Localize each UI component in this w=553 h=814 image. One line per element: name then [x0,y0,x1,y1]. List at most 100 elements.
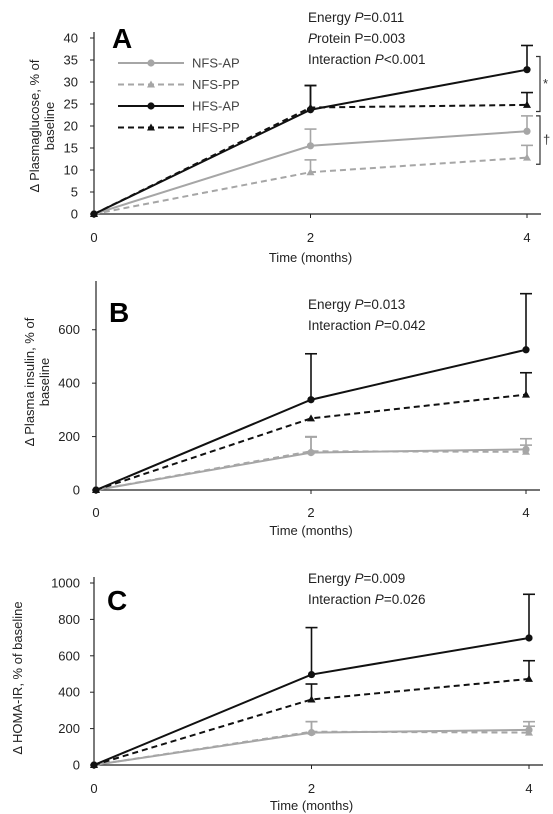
data-point [522,390,530,398]
x-tick-label: 0 [90,781,97,796]
legend-marker [147,123,155,131]
significance-bracket [536,115,541,165]
panel-b-insulin: 0 200 400 600 0 2 4 Time (months) Δ Plasma insul… [22,281,540,538]
series-hfs-pp [90,659,535,768]
y-tick-label: 600 [58,322,80,337]
y-tick-label: 400 [58,685,80,700]
legend-item-hfs-pp: HFS-PP [118,120,240,135]
series-line [93,730,530,766]
legend-marker [147,59,155,67]
significance-bracket [536,55,541,113]
data-point [307,414,315,422]
series-nfs-ap [92,436,532,494]
x-tick-label: 0 [92,505,99,520]
data-point [306,103,315,111]
y-tick-label: 200 [58,429,80,444]
x-tick-label: 2 [307,230,314,245]
panel-label: B [109,297,129,328]
series-line [93,677,530,766]
y-tick-label: 35 [64,53,78,68]
data-point [307,695,316,703]
y-tick-label: 200 [58,721,80,736]
significance-marker: † [543,132,550,147]
stat-annotation: Energy P=0.011 [308,10,404,25]
y-tick-label: 0 [73,483,80,498]
series-hfs-pp [90,84,533,217]
data-point [90,210,98,217]
x-axis-label: Time (months) [269,523,352,538]
x-axis-label: Time (months) [269,250,352,265]
legend-label: NFS-AP [192,56,240,71]
series-line [95,393,527,491]
series-hfs-ap [90,593,535,769]
series-line [95,450,527,491]
legend-label: NFS-PP [192,77,240,92]
y-axis-label: Δ Plasma insulin, % ofbaseline [22,317,52,446]
x-axis-label: Time (months) [270,798,353,813]
legend-item-nfs-pp: NFS-PP [118,77,240,92]
data-point [307,447,315,455]
data-point [525,728,533,736]
data-point [522,346,530,354]
y-axis-label: Δ Plasmaglucose, % ofbaseline [27,59,57,192]
y-tick-label: 20 [64,119,78,134]
series-hfs-ap [90,44,533,218]
y-tick-label: 600 [58,648,80,663]
significance-marker: * [543,76,548,91]
y-tick-label: 1000 [51,576,80,591]
y-tick-label: 5 [71,185,78,200]
data-point [306,142,315,150]
y-tick-label: 400 [58,376,80,391]
stat-annotation: Energy P=0.013 [308,297,405,312]
series-nfs-pp [90,720,535,768]
legend-marker [147,80,155,88]
data-point [523,66,531,74]
legend-item-nfs-ap: NFS-AP [118,56,240,71]
panel-label: A [112,23,132,54]
series-hfs-pp [92,371,532,493]
y-tick-label: 15 [64,141,78,156]
x-tick-label: 4 [523,230,530,245]
data-point [306,168,315,176]
y-tick-label: 0 [71,207,78,222]
y-tick-label: 30 [64,75,78,90]
data-point [523,127,531,135]
panel-a-glucose: 0 5 10 15 20 25 30 35 40 0 2 4 Time (months) Δ Plasma… [27,10,550,265]
y-tick-label: 10 [64,163,78,178]
data-point [523,100,531,108]
data-point [525,634,533,642]
y-tick-label: 40 [64,31,78,46]
y-tick-label: 800 [58,612,80,627]
stat-annotation: Protein P=0.003 [308,31,405,46]
data-point [90,761,98,768]
stat-annotation: Interaction P<0.001 [308,52,425,67]
data-point [523,153,531,161]
data-point [307,396,315,404]
y-tick-label: 25 [64,97,78,112]
x-tick-label: 4 [522,505,529,520]
panel-c-homa-ir: 0 200 400 600 800 1000 0 2 4 Time (months) Δ HOMA-… [10,571,543,813]
data-point [307,727,316,735]
data-point [525,674,533,682]
legend: NFS-AP NFS-PP HFS-AP HFS-PP [118,56,240,135]
series-nfs-pp [90,144,533,217]
x-tick-label: 2 [308,781,315,796]
legend-label: HFS-AP [192,99,240,114]
x-tick-label: 4 [525,781,532,796]
legend-item-hfs-ap: HFS-AP [118,99,240,114]
legend-label: HFS-PP [192,120,240,135]
data-point [307,670,316,679]
stat-annotation: Interaction P=0.026 [308,592,425,607]
y-axis-label: Δ HOMA-IR, % of baseline [10,601,25,754]
y-tick-label: 0 [73,758,80,773]
panel-label: C [107,585,127,616]
stat-annotation: Interaction P=0.042 [308,318,425,333]
series-hfs-ap [92,292,532,494]
legend-marker [147,102,155,110]
x-tick-label: 2 [307,505,314,520]
x-tick-label: 0 [90,230,97,245]
data-point [522,447,530,455]
stat-annotation: Energy P=0.009 [308,571,405,586]
series-nfs-ap [90,720,535,769]
